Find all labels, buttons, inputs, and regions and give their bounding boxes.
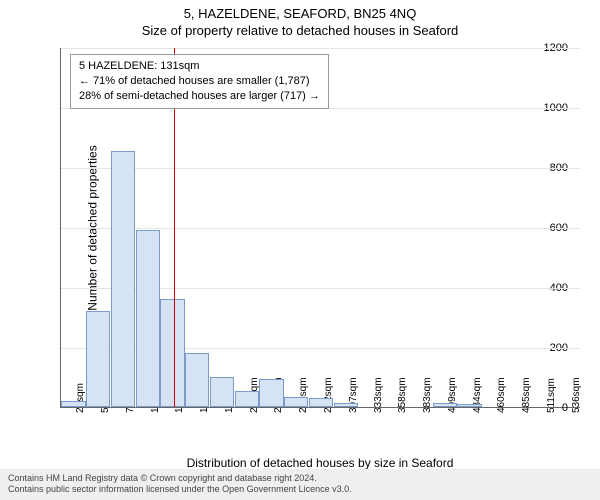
- histogram-bar: [86, 311, 110, 407]
- callout-line-2: ← 71% of detached houses are smaller (1,…: [79, 74, 320, 89]
- callout-box: 5 HAZELDENE: 131sqm ← 71% of detached ho…: [70, 54, 329, 109]
- callout-line-3: 28% of semi-detached houses are larger (…: [79, 89, 320, 104]
- histogram-bar: [160, 299, 184, 407]
- histogram-bar: [111, 151, 135, 408]
- callout-line-1: 5 HAZELDENE: 131sqm: [79, 59, 320, 74]
- histogram-bar: [457, 404, 481, 407]
- histogram-bar: [334, 403, 358, 408]
- histogram-bar: [210, 377, 234, 407]
- title-main: 5, HAZELDENE, SEAFORD, BN25 4NQ: [0, 0, 600, 21]
- histogram-bar: [309, 398, 333, 407]
- histogram-bar: [61, 401, 85, 407]
- attribution-footer: Contains HM Land Registry data © Crown c…: [0, 469, 600, 500]
- footer-line-1: Contains HM Land Registry data © Crown c…: [8, 473, 592, 485]
- histogram-bar: [433, 403, 457, 408]
- histogram-bar: [136, 230, 160, 407]
- histogram-bar: [284, 397, 308, 408]
- footer-line-2: Contains public sector information licen…: [8, 484, 592, 496]
- histogram-bar: [185, 353, 209, 407]
- histogram-bar: [235, 391, 259, 408]
- title-sub: Size of property relative to detached ho…: [0, 23, 600, 38]
- histogram-bar: [259, 379, 283, 408]
- chart-area: Number of detached properties 5 HAZELDEN…: [60, 48, 580, 408]
